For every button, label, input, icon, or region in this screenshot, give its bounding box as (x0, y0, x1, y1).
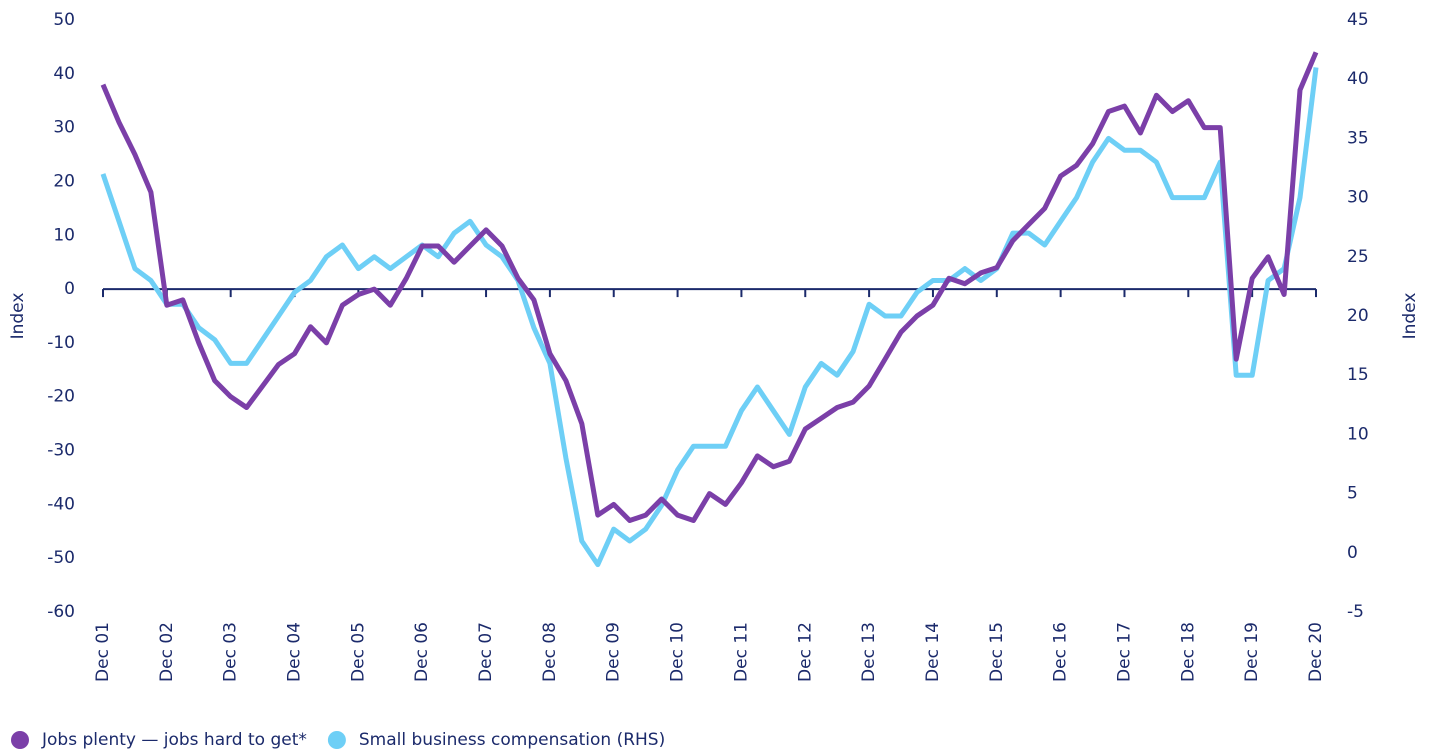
y2-tick-label: 0 (1347, 543, 1358, 563)
x-tick-label: Dec 10 (668, 622, 688, 682)
x-tick-label: Dec 04 (285, 622, 305, 682)
x-tick-label: Dec 18 (1178, 622, 1198, 682)
y-tick-label: 30 (53, 118, 75, 138)
x-tick-label: Dec 05 (348, 622, 368, 682)
y-tick-label: 50 (53, 10, 75, 30)
x-tick-label: Dec 17 (1114, 622, 1134, 682)
y-tick-label: 40 (53, 64, 75, 84)
y-tick-label: -20 (47, 387, 75, 407)
series-line (100, 67, 1319, 568)
y2-tick-label: 20 (1347, 306, 1369, 326)
y2-tick-label: 30 (1347, 188, 1369, 208)
y-tick-label: -60 (47, 602, 75, 622)
x-tick-label: Dec 06 (412, 622, 432, 682)
y-tick-label: 20 (53, 171, 75, 191)
y2-tick-label: 5 (1347, 484, 1358, 504)
y2-tick-label: 45 (1347, 10, 1369, 30)
y2-axis-label: Index (1400, 293, 1420, 340)
x-tick-label: Dec 09 (604, 622, 624, 682)
x-tick-label: Dec 02 (157, 622, 177, 682)
x-tick-label: Dec 19 (1242, 622, 1262, 682)
y-tick-label: -30 (47, 441, 75, 461)
x-tick-label: Dec 03 (221, 622, 241, 682)
x-tick-label: Dec 14 (923, 622, 943, 682)
y-tick-label: 0 (64, 279, 75, 299)
series-line (100, 51, 1319, 523)
y2-tick-label: 35 (1347, 128, 1369, 148)
legend-label: Jobs plenty — jobs hard to get* (41, 730, 307, 750)
y-tick-label: 10 (53, 225, 75, 245)
x-tick-label: Dec 16 (1051, 622, 1071, 682)
y2-tick-label: -5 (1347, 602, 1364, 622)
y-axis-label: Index (8, 293, 28, 340)
x-tick-label: Dec 07 (476, 622, 496, 682)
y2-tick-label: 40 (1347, 69, 1369, 89)
x-tick-label: Dec 13 (859, 622, 879, 682)
y2-tick-label: 15 (1347, 365, 1369, 385)
y2-tick-label: 25 (1347, 247, 1369, 267)
y-tick-label: -50 (47, 548, 75, 568)
y2-tick-label: 10 (1347, 424, 1369, 444)
x-tick-label: Dec 12 (795, 622, 815, 682)
y-tick-label: -40 (47, 494, 75, 514)
x-tick-label: Dec 08 (540, 622, 560, 682)
legend-swatch (11, 731, 29, 749)
x-tick-label: Dec 01 (93, 622, 113, 682)
x-tick-label: Dec 11 (731, 622, 751, 682)
legend-swatch (327, 731, 346, 749)
x-tick-label: Dec 15 (987, 622, 1007, 682)
x-tick-label: Dec 20 (1306, 622, 1326, 682)
legend-label: Small business compensation (RHS) (359, 730, 665, 750)
y-tick-label: -10 (47, 333, 75, 353)
